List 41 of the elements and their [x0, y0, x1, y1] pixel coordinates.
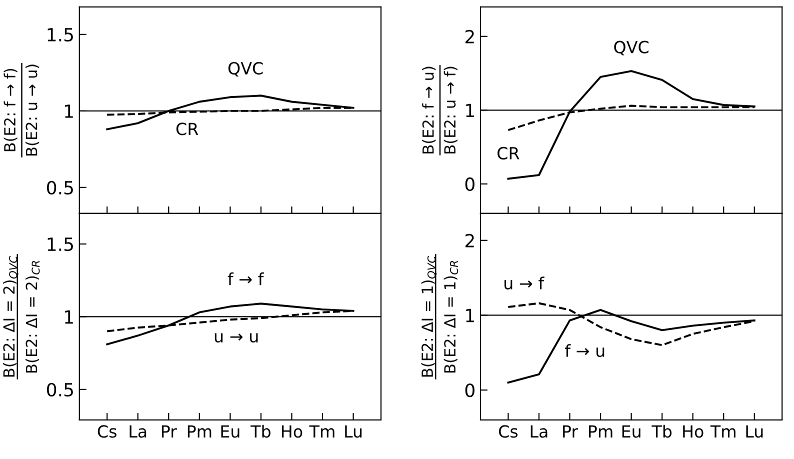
y-tick-label: 1 — [65, 104, 73, 118]
series-label: CR — [498, 146, 520, 160]
series-label: QVC — [228, 62, 263, 76]
y-axis-title: B(E2: f → f) B(E2: u → u) — [4, 64, 40, 156]
y-tick-label: 1 — [65, 310, 73, 324]
x-tick-label: Eu — [622, 425, 640, 438]
x-tick-label: Ho — [683, 425, 704, 438]
x-tick-label: Tm — [309, 425, 334, 438]
x-tick-label: La — [530, 425, 548, 438]
y-tick-label: 1 — [466, 104, 474, 118]
y-tick-label: 0.5 — [47, 382, 73, 397]
x-tick-label: Tm — [710, 425, 736, 438]
y-axis-title: B(E2: f → u) B(E2: u → f) — [422, 66, 458, 154]
x-tick-label: Lu — [345, 425, 362, 438]
y-tick-label: 0.5 — [47, 180, 73, 195]
series-label: f → u — [565, 344, 604, 358]
x-tick-label: La — [130, 425, 146, 438]
x-tick-label: Cs — [498, 425, 518, 438]
y-tick-label: 0 — [465, 384, 474, 398]
x-tick-label: Tb — [250, 424, 270, 438]
x-tick-label: Pr — [162, 425, 177, 438]
x-tick-label: Pr — [563, 425, 578, 438]
x-tick-label: Pm — [589, 425, 612, 438]
y-tick-label: 2 — [465, 234, 474, 248]
y-axis-title: B(E2: ΔI = 2)$_{QVC}$ B(E2: ΔI = 2)$_{CR}$ — [2, 256, 40, 377]
y-tick-label: 1 — [466, 308, 474, 322]
series-label: u → f — [504, 276, 544, 290]
y-tick-label: 1.5 — [48, 238, 73, 252]
x-tick-label: Eu — [221, 425, 240, 438]
x-tick-label: Lu — [746, 425, 763, 438]
x-tick-label: Ho — [282, 425, 302, 438]
x-tick-label: Tb — [652, 424, 672, 438]
y-tick-label: 2 — [465, 30, 474, 44]
x-tick-label: Cs — [98, 425, 116, 438]
y-tick-label: 0 — [465, 177, 474, 192]
y-tick-label: 1.5 — [48, 28, 73, 42]
series-label: u → u — [214, 332, 258, 343]
series-label: f → f — [228, 272, 264, 286]
series-label: CR — [176, 122, 198, 136]
x-tick-label: Pm — [188, 425, 212, 438]
series-label: QVC — [614, 40, 648, 56]
